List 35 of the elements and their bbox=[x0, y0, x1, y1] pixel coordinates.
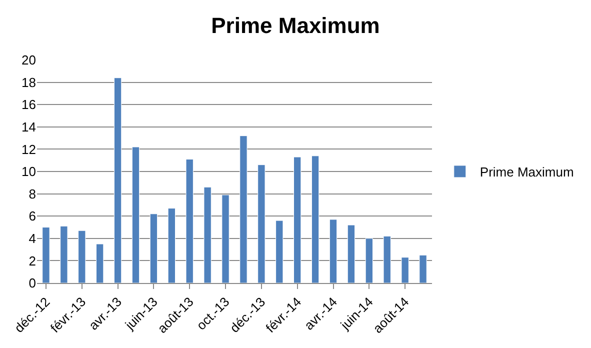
y-tick-label: 0 bbox=[28, 276, 36, 291]
y-tick-label: 14 bbox=[22, 119, 36, 134]
bar bbox=[222, 194, 230, 283]
bar bbox=[168, 208, 176, 283]
y-tick-label: 16 bbox=[22, 97, 36, 112]
y-tick-label: 6 bbox=[28, 208, 36, 224]
bar bbox=[258, 164, 266, 283]
bar bbox=[401, 257, 409, 283]
bar bbox=[186, 158, 194, 283]
bar bbox=[114, 78, 122, 283]
bar bbox=[96, 244, 104, 283]
bar bbox=[132, 146, 140, 283]
y-tick-label: 8 bbox=[28, 186, 36, 202]
legend-label: Prime Maximum bbox=[480, 164, 574, 180]
y-tick-label: 2 bbox=[28, 253, 36, 268]
bar bbox=[240, 136, 248, 283]
bar bbox=[276, 220, 284, 283]
bar bbox=[419, 254, 427, 283]
y-tick-label: 4 bbox=[28, 230, 36, 246]
bar bbox=[150, 214, 158, 283]
y-tick-label: 20 bbox=[22, 52, 36, 68]
bar bbox=[383, 236, 391, 283]
y-tick-label: 10 bbox=[22, 164, 36, 180]
bar bbox=[78, 230, 86, 283]
bar bbox=[60, 226, 68, 283]
bar bbox=[294, 156, 302, 283]
bar bbox=[347, 224, 356, 283]
bar bbox=[311, 156, 320, 283]
bar bbox=[365, 238, 373, 283]
bar bbox=[329, 219, 338, 283]
y-tick-label: 18 bbox=[22, 74, 36, 90]
bar bbox=[42, 227, 50, 283]
bar bbox=[204, 186, 212, 283]
chart-title: Prime Maximum bbox=[211, 12, 380, 38]
y-tick-label: 12 bbox=[22, 142, 36, 157]
